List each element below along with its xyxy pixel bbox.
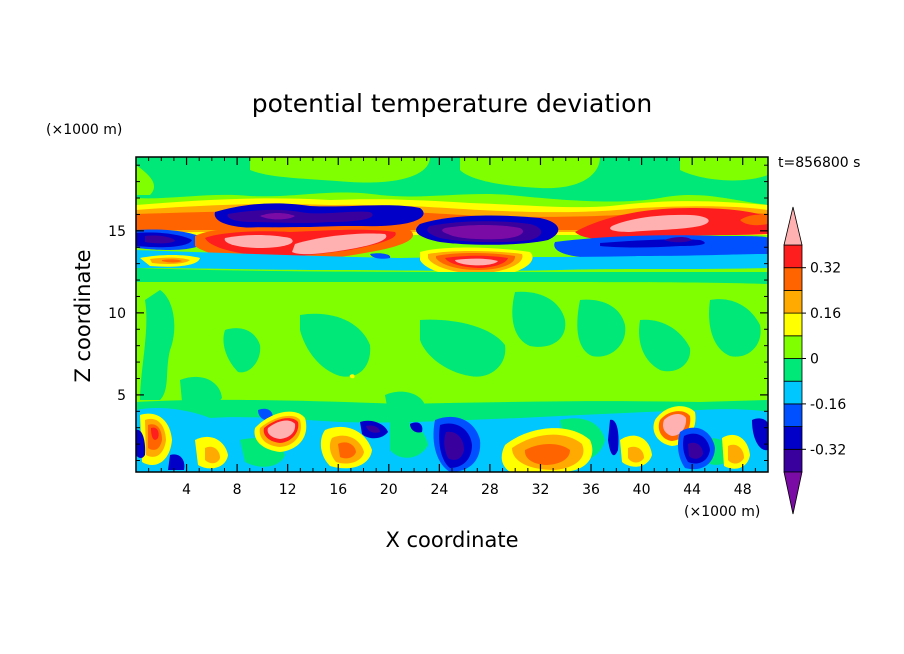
field-patch — [162, 259, 182, 263]
colorbar-label: 0.16 — [810, 306, 841, 322]
y-unit-label: (×1000 m) — [46, 122, 122, 138]
field-patch — [444, 431, 464, 460]
x-tick-label: 4 — [182, 482, 191, 498]
field-patch — [366, 425, 380, 433]
field-patch — [300, 313, 371, 377]
field-patch — [223, 328, 261, 373]
field-patch — [349, 374, 355, 379]
field-patch — [752, 418, 768, 451]
colorbar-bin — [783, 335, 803, 359]
field-patch — [267, 420, 296, 439]
field-patch — [180, 376, 222, 407]
colorbar-bin — [783, 426, 803, 450]
field-patch — [662, 414, 687, 436]
field-patch — [610, 214, 709, 232]
field-patch — [224, 235, 293, 248]
x-tick-label: 16 — [329, 482, 347, 498]
field-patch — [709, 299, 761, 357]
colorbar-bin — [783, 448, 803, 473]
colorbar-min-triangle — [783, 471, 803, 515]
x-tick-label: 24 — [430, 482, 448, 498]
y-tick-label: 15 — [108, 224, 126, 240]
field-patch — [292, 233, 387, 255]
colorbar-bin — [783, 289, 803, 314]
y-tick-label: 5 — [117, 388, 126, 404]
x-tick-label: 48 — [734, 482, 752, 498]
colorbar-bin — [783, 267, 803, 291]
field-patch — [136, 429, 146, 459]
colorbar: 0.32 0.16 0 -0.16 -0.32 — [783, 206, 846, 515]
field-patch — [205, 446, 220, 464]
time-label: t=856800 s — [778, 155, 860, 171]
colorbar-label: -0.16 — [810, 397, 846, 413]
field-patch — [145, 235, 175, 244]
field-patch — [227, 209, 373, 223]
colorbar-bin — [783, 380, 803, 405]
field-patch — [140, 290, 175, 400]
x-tick-label: 32 — [532, 482, 550, 498]
colorbar-max-triangle — [783, 206, 803, 246]
field-patch — [442, 225, 524, 240]
colorbar-bin — [783, 244, 803, 269]
field-patch — [136, 268, 768, 284]
x-tick-label: 44 — [683, 482, 701, 498]
field-patch — [688, 442, 703, 459]
field-patch — [639, 319, 691, 372]
x-tick-label: 40 — [633, 482, 651, 498]
field-patch — [577, 299, 626, 357]
y-tick-label: 10 — [108, 306, 126, 322]
x-axis: 4 8 12 16 20 24 28 32 36 40 44 48 — [148, 157, 756, 498]
field-patch — [512, 291, 566, 347]
colorbar-label: 0 — [810, 352, 819, 368]
field-patch — [628, 446, 644, 463]
x-tick-label: 12 — [279, 482, 297, 498]
field-patch — [728, 444, 744, 464]
plot-area — [136, 157, 768, 472]
colorbar-bin — [783, 358, 803, 382]
x-tick-label: 8 — [233, 482, 242, 498]
field-patch — [740, 214, 768, 226]
field-patch — [524, 444, 570, 465]
chart-title: potential temperature deviation — [252, 89, 652, 118]
field-patch — [370, 253, 391, 259]
field-patch — [460, 157, 600, 189]
y-axis: 5 10 15 — [108, 164, 768, 462]
colorbar-bin — [783, 312, 803, 337]
field-patch — [420, 319, 506, 377]
field-patch — [608, 419, 619, 456]
field-patch — [136, 165, 155, 195]
field-patch — [250, 157, 430, 183]
field-patch — [260, 213, 295, 220]
x-tick-label: 28 — [481, 482, 499, 498]
field-patch — [168, 454, 185, 470]
field-patch — [664, 237, 692, 243]
x-tick-label: 20 — [380, 482, 398, 498]
field-patch — [410, 422, 423, 433]
field-patch — [455, 258, 498, 266]
colorbar-label: 0.32 — [810, 261, 841, 277]
colorbar-bin — [783, 403, 803, 427]
field-patch — [151, 427, 159, 440]
field-patch — [680, 157, 768, 181]
y-axis-label: Z coordinate — [71, 249, 95, 382]
colorbar-label: -0.32 — [810, 442, 846, 458]
x-unit-label: (×1000 m) — [684, 504, 760, 520]
field-patch — [338, 442, 356, 459]
x-axis-label: X coordinate — [385, 528, 518, 552]
x-tick-label: 36 — [582, 482, 600, 498]
